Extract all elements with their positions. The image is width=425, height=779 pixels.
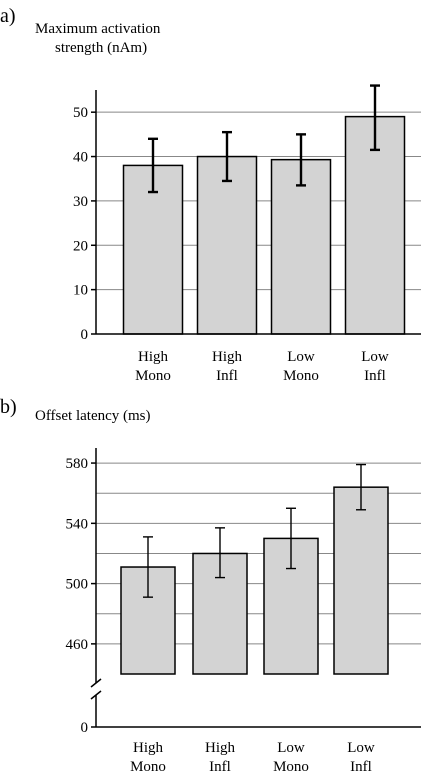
panel-b-category-label-3-0: Low xyxy=(347,740,375,756)
panel-a-tick-label-4: 40 xyxy=(73,150,88,166)
panel-b-category-label-2-0: Low xyxy=(277,740,305,756)
panel-a-category-label-0-1: Mono xyxy=(135,368,171,384)
panel-a-category-label-1-0: High xyxy=(212,349,243,365)
panel-b-tick-label-3: 580 xyxy=(66,456,89,472)
panel-a-tick-label-0: 0 xyxy=(81,327,89,343)
panel-b-axis-break-mark-2 xyxy=(90,690,102,700)
panel-a-bar-3 xyxy=(344,115,406,335)
panel-b-chart: High Mono High Infl Low Mono Low Infl 0 460 500 540… xyxy=(66,448,421,775)
panel-a-category-label-3-0: Low xyxy=(361,349,389,365)
panel-b-tick-label-2: 540 xyxy=(66,516,89,532)
panel-b-bar-3 xyxy=(333,486,389,675)
panel-a-tick-label-2: 20 xyxy=(73,238,88,254)
panel-b-category-label-3-1: Infl xyxy=(350,759,372,775)
panel-b-category-label-2-1: Mono xyxy=(273,759,309,775)
panel-b-tick-label-1: 500 xyxy=(66,577,89,593)
panel-b-axis-break-mark-1 xyxy=(90,678,102,688)
panel-a-tick-label-5: 50 xyxy=(73,105,88,121)
panel-b-category-label-0-1: Mono xyxy=(130,759,166,775)
panel-b-category-label-0-0: High xyxy=(133,740,164,756)
panel-a-category-label-3-1: Infl xyxy=(364,368,386,384)
panel-b-title: Offset latency (ms) xyxy=(35,408,151,424)
panel-a-category-label-0-0: High xyxy=(138,349,169,365)
panel-a-category-label-1-1: Infl xyxy=(216,368,238,384)
panel-b-category-label-1-0: High xyxy=(205,740,236,756)
panel-a-chart: High Mono High Infl Low Mono Low Infl 0 10 20 30 40 5… xyxy=(73,84,421,384)
panel-b-tick-label-0: 460 xyxy=(66,637,89,653)
panel-a-bar-1 xyxy=(196,155,258,335)
panel-b-tick-label-zero: 0 xyxy=(81,720,89,736)
panel-a-label: a) xyxy=(0,5,16,27)
panel-a-category-label-2-1: Mono xyxy=(283,368,319,384)
panel-a-tick-label-1: 10 xyxy=(73,283,88,299)
panel-a-tick-label-3: 30 xyxy=(73,194,88,210)
panel-a-title-line-1: Maximum activation xyxy=(35,21,161,37)
panel-a-title-line-2: strength (nAm) xyxy=(55,40,147,56)
panel-b-label: b) xyxy=(0,396,17,418)
panel-a-category-label-2-0: Low xyxy=(287,349,315,365)
panel-b-category-label-1-1: Infl xyxy=(209,759,231,775)
